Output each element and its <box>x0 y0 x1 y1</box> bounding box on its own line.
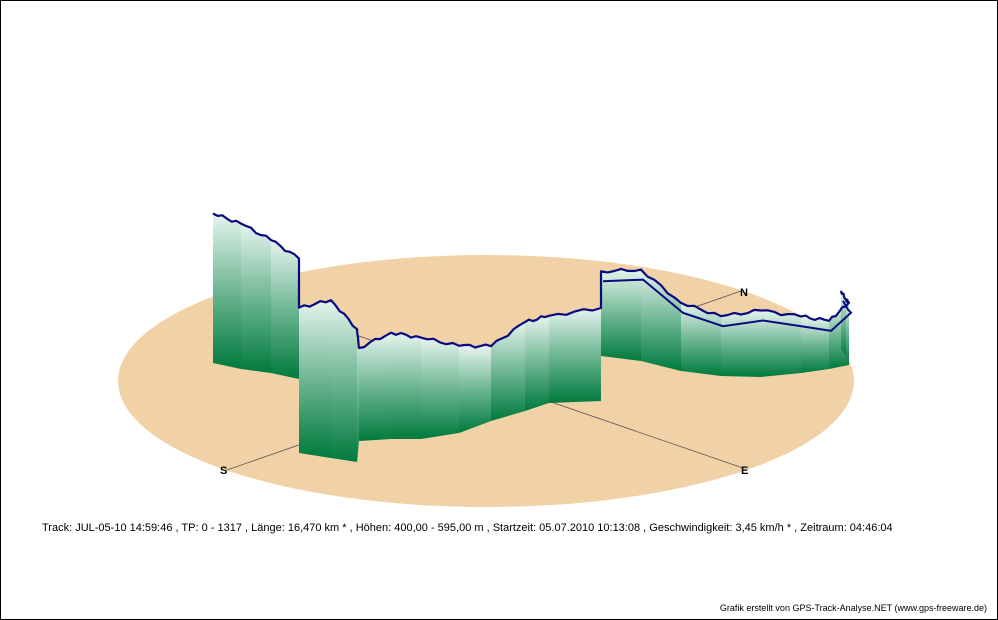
info-trackpoints: TP: 0 - 1317 <box>181 522 242 534</box>
info-start-time: Startzeit: 05.07.2010 10:13:08 <box>492 522 641 534</box>
track-return-line <box>602 278 853 332</box>
info-track: Track: JUL-05-10 14:59:46 <box>42 522 173 534</box>
curtain-segment <box>421 337 459 439</box>
info-elevation-range: Höhen: 400,00 - 595,00 m <box>355 522 484 534</box>
curtain-segment <box>761 310 801 377</box>
curtain-segment <box>601 269 641 361</box>
compass-east-label: E <box>741 465 748 477</box>
curtain-segment <box>459 345 491 433</box>
curtain-segment <box>801 316 829 373</box>
info-length: Länge: 16,470 km * <box>251 522 347 534</box>
curtain-segment <box>525 315 549 411</box>
elevation-curtain <box>213 213 849 462</box>
curtain-segment <box>213 213 241 369</box>
curtain-segment <box>549 307 601 403</box>
curtain-segment <box>357 329 359 462</box>
curtain-segment <box>241 223 271 373</box>
info-speed: Geschwindigkeit: 3,45 km/h * <box>649 522 792 534</box>
curtain-segment <box>491 322 525 421</box>
curtain-segment <box>359 332 391 441</box>
track-elevation-line <box>212 212 851 350</box>
curtain-segment <box>271 240 299 379</box>
track-line <box>212 212 853 350</box>
curtain-segment <box>721 310 761 377</box>
curtain-segment <box>331 300 357 462</box>
curtain-segment <box>299 300 331 458</box>
curtain-segment <box>391 332 421 439</box>
credit-text: Grafik erstellt von GPS-Track-Analyse.NE… <box>719 603 987 613</box>
compass-north-label: N <box>740 287 748 299</box>
info-duration: Zeitraum: 04:46:04 <box>800 522 893 534</box>
compass-south-label: S <box>220 465 227 477</box>
track-info-line: Track: JUL-05-10 14:59:46 , TP: 0 - 1317… <box>42 522 893 534</box>
